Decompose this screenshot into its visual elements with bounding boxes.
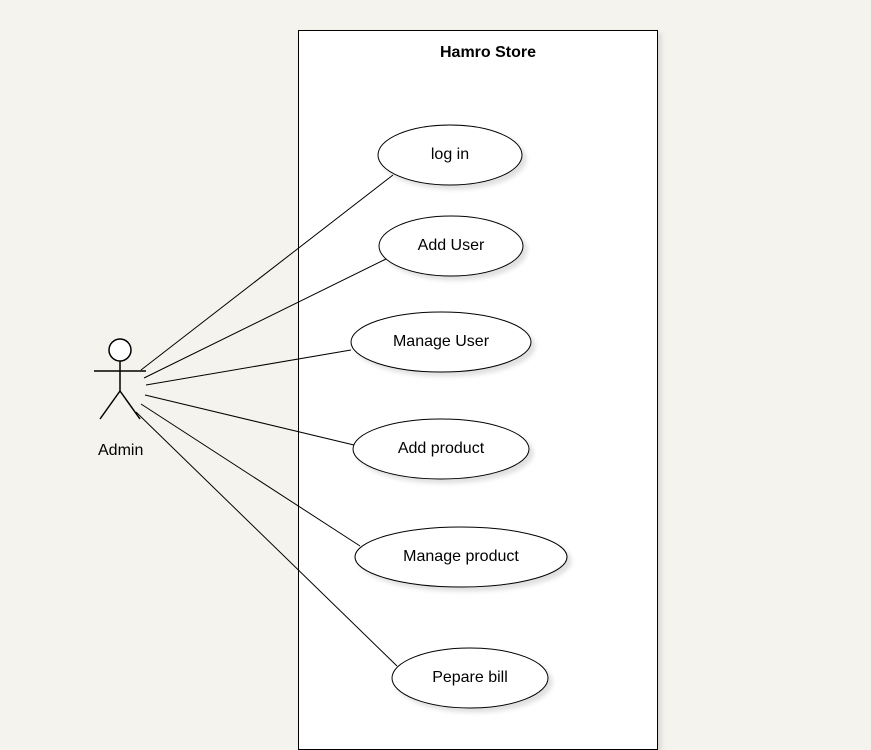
system-title: Hamro Store xyxy=(440,44,536,62)
actor-label: Admin xyxy=(98,442,143,460)
usecase-manage-product: Manage product xyxy=(355,527,567,587)
usecase-manage-user: Manage User xyxy=(351,312,531,372)
usecase-prepare-bill: Pepare bill xyxy=(392,648,548,708)
use-case-diagram: Hamro Store Admin log in Add User Manage… xyxy=(0,0,871,749)
usecase-login: log in xyxy=(378,125,522,185)
usecase-add-product: Add product xyxy=(353,419,529,479)
usecase-add-user: Add User xyxy=(379,216,523,276)
